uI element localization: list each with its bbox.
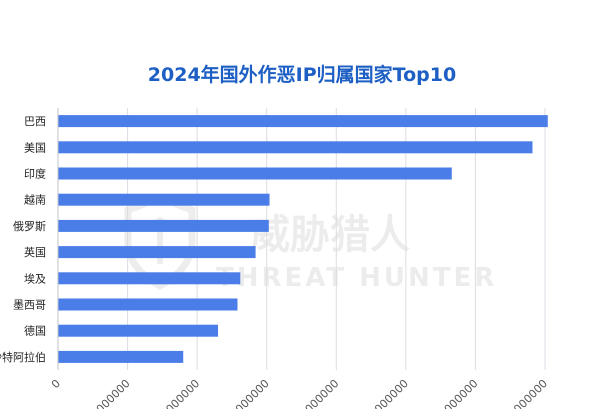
x-tick-label: 20000000 <box>293 377 342 409</box>
x-tick-label: 10000000 <box>153 377 202 409</box>
bar <box>58 193 270 206</box>
category-label: 俄罗斯 <box>13 220 46 233</box>
x-tick-label: 5000000 <box>89 377 133 409</box>
bar <box>58 272 241 285</box>
x-tick-label: 35000000 <box>501 377 550 409</box>
bar <box>58 246 256 259</box>
bar <box>58 350 184 363</box>
bar <box>58 141 533 154</box>
chart-title: 2024年国外作恶IP归属国家Top10 <box>147 64 457 86</box>
category-label: 德国 <box>24 324 46 338</box>
x-tick-label: 25000000 <box>362 377 411 409</box>
category-label: 越南 <box>24 193 46 207</box>
bar <box>58 167 452 180</box>
category-label: 美国 <box>24 141 46 154</box>
bar <box>58 324 219 337</box>
category-label: 巴西 <box>24 115 46 128</box>
category-label: 印度 <box>24 167 46 181</box>
x-tick-label: 15000000 <box>223 377 272 409</box>
x-tick-label: 0 <box>49 377 63 391</box>
bar <box>58 115 548 128</box>
bar <box>58 219 269 232</box>
x-tick-label: 30000000 <box>432 377 481 409</box>
category-label: 沙特阿拉伯 <box>0 350 46 364</box>
category-label: 埃及 <box>24 271 46 285</box>
bar <box>58 298 238 311</box>
category-label: 英国 <box>24 245 46 259</box>
category-label: 墨西哥 <box>13 299 46 312</box>
